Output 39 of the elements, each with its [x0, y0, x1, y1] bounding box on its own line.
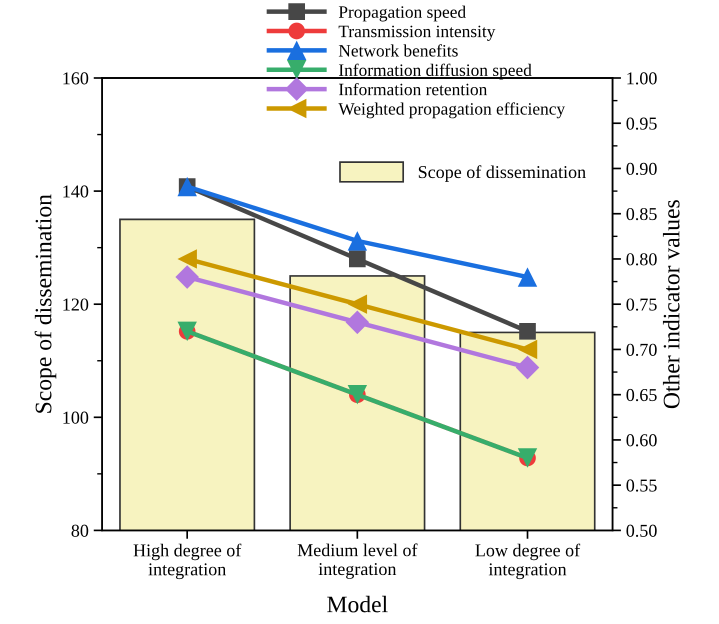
point [348, 231, 368, 251]
y2-tick-label: 0.50 [626, 524, 657, 537]
point [346, 310, 370, 334]
point [516, 356, 540, 380]
legend-label: Weighted propagation efficiency [338, 102, 566, 118]
y2-tick-label: 0.90 [626, 162, 657, 175]
y2-tick-label: 0.75 [626, 298, 657, 311]
legend-label: Scope of dissemination [418, 165, 586, 182]
y-axis-title: Scope of dissemination [34, 194, 56, 413]
y2-tick-label: 0.60 [626, 434, 657, 446]
x-tick-label: Low degree of integration [475, 544, 580, 580]
x-tick-label: High degree of integration [134, 544, 242, 580]
y-tick-label: 120 [63, 298, 88, 311]
y2-tick-label: 0.65 [626, 388, 657, 402]
y2-tick-label: 1.00 [627, 72, 657, 85]
y2-axis-title: Other indicator values [662, 200, 680, 408]
point [518, 267, 538, 287]
legend-label: Transmission intensity [338, 26, 496, 41]
point [518, 340, 538, 360]
y-tick-label: 160 [63, 72, 88, 84]
point [349, 250, 366, 268]
x-axis-title: Model [327, 596, 388, 612]
y-tick-label: 140 [63, 185, 88, 198]
x-tick-label: Medium level of integration [298, 543, 418, 579]
legend-label: Information retention [338, 82, 488, 96]
point [175, 265, 199, 289]
legend-label: Network benefits [338, 44, 458, 57]
y-tick-label: 80 [72, 524, 88, 537]
point [519, 323, 536, 340]
legend-label: Propagation speed [338, 6, 466, 22]
y2-tick-label: 0.80 [626, 253, 657, 266]
y2-tick-label: 0.55 [626, 479, 657, 492]
legend-label: Information diffusion speed [338, 64, 532, 80]
point [348, 294, 368, 314]
point [177, 249, 197, 269]
y2-tick-label: 0.85 [626, 208, 657, 220]
y2-tick-label: 0.95 [626, 117, 657, 130]
y2-tick-label: 0.70 [626, 344, 657, 356]
y-tick-label: 100 [63, 412, 88, 424]
